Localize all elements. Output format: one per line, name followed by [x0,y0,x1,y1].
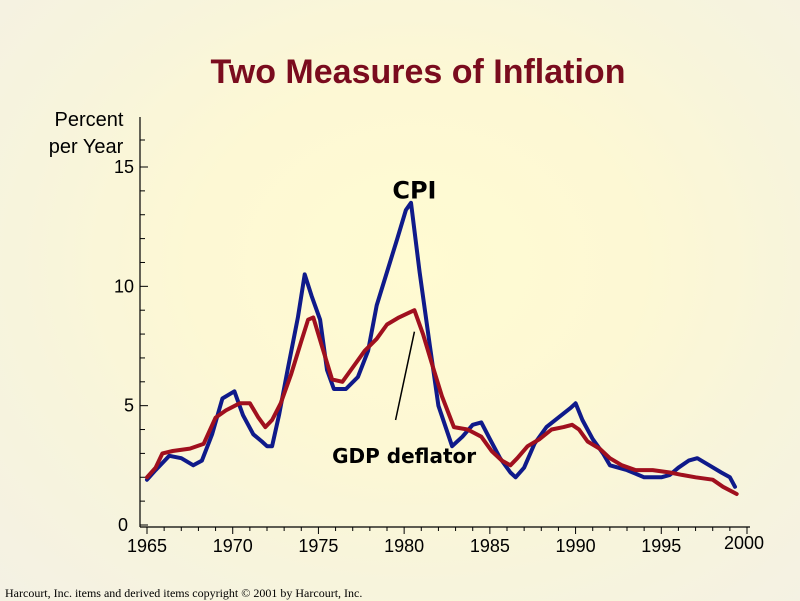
copyright-footer: Harcourt, Inc. items and derived items c… [5,586,363,600]
chart-annotations: CPI GDP deflator [332,176,476,467]
cpi-label: CPI [392,176,436,204]
chart-axes [139,117,750,528]
x-tick-label: 1970 [213,536,253,556]
chart-ticks: 0 5 10 15 1965 1970 1975 1980 1985 1990 1995 2000 [114,139,764,556]
x-tick-label: 1990 [556,536,596,556]
gdp-deflator-label: GDP deflator [332,444,476,468]
y-axis-label-line1: Percent [55,109,124,131]
y-tick-label: 15 [114,157,134,177]
y-tick-label: 5 [124,396,134,416]
x-tick-label: 1965 [127,536,167,556]
series-line-gdp-deflator [145,308,739,496]
chart-title: Two Measures of Inflation [211,53,626,91]
gdp-deflator-pointer-line [394,331,416,421]
series-line-cpi [145,200,737,489]
x-tick-label: 1975 [298,536,338,556]
y-tick-label: 10 [114,276,134,296]
x-tick-label: 2000 [724,533,764,553]
y-tick-label: 0 [118,515,128,535]
x-tick-label: 1985 [470,536,510,556]
x-tick-label: 1980 [384,536,424,556]
y-axis-label-line2: per Year [49,136,124,158]
chart-series [145,200,739,496]
x-tick-label: 1995 [641,536,681,556]
